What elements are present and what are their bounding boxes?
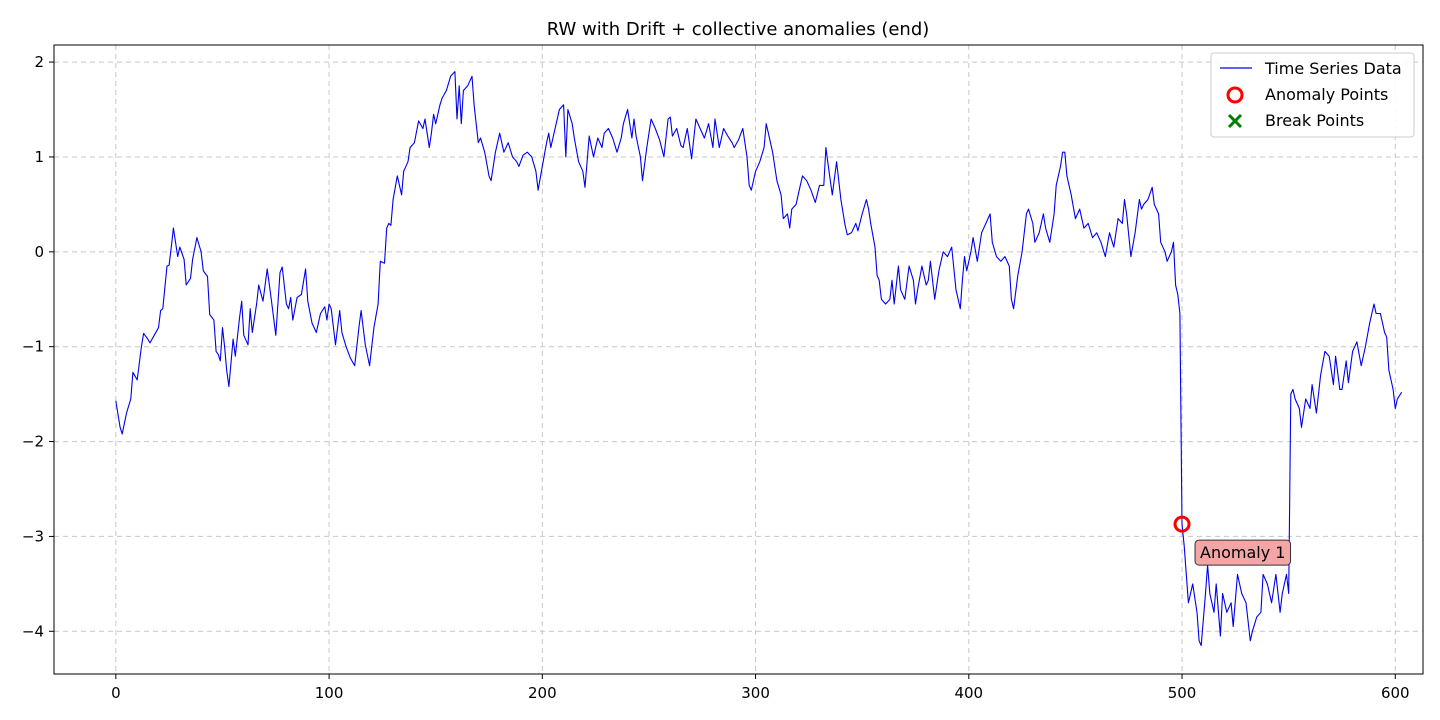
legend-label-series: Time Series Data [1264, 59, 1402, 78]
axis-ticks: 0 100 200 300 400 500 600 2 1 0 −1 −2 −3 −4 [22, 53, 1410, 702]
x-tick-label: 0 [111, 684, 121, 702]
x-tick-label: 100 [315, 684, 344, 702]
x-tick-label: 500 [1168, 684, 1197, 702]
y-tick-label: 0 [34, 243, 44, 261]
legend-label-break: Break Points [1265, 111, 1364, 130]
x-tick-label: 200 [528, 684, 557, 702]
x-tick-label: 600 [1381, 684, 1410, 702]
legend-break-marker [1227, 113, 1243, 129]
annotation-label: Anomaly 1 [1200, 543, 1285, 562]
y-tick-label: −3 [22, 527, 44, 545]
anomaly-annotation: Anomaly 1 [1194, 539, 1292, 566]
anomaly-point [1173, 515, 1191, 533]
y-tick-label: −4 [22, 622, 44, 640]
y-tick-label: 2 [34, 53, 44, 71]
legend-box [1210, 52, 1415, 138]
plot-frame [53, 44, 1424, 675]
annotation-box [1194, 539, 1292, 566]
legend: Time Series Data Anomaly Points Break Po… [1210, 52, 1415, 138]
annotation-layer: Anomaly 1 [1194, 539, 1292, 566]
y-tick-label: 1 [34, 148, 44, 166]
series-layer [115, 71, 1403, 647]
y-tick-label: −1 [22, 338, 44, 356]
series-line-time-series-data [115, 71, 1403, 647]
grid [54, 45, 1423, 674]
legend-anomaly-marker [1226, 86, 1244, 104]
y-tick-label: −2 [22, 433, 44, 451]
legend-label-anomaly: Anomaly Points [1265, 85, 1388, 104]
marker-layer [1173, 515, 1191, 533]
x-tick-label: 300 [741, 684, 770, 702]
chart-title: RW with Drift + collective anomalies (en… [547, 19, 930, 40]
x-tick-label: 400 [954, 684, 983, 702]
